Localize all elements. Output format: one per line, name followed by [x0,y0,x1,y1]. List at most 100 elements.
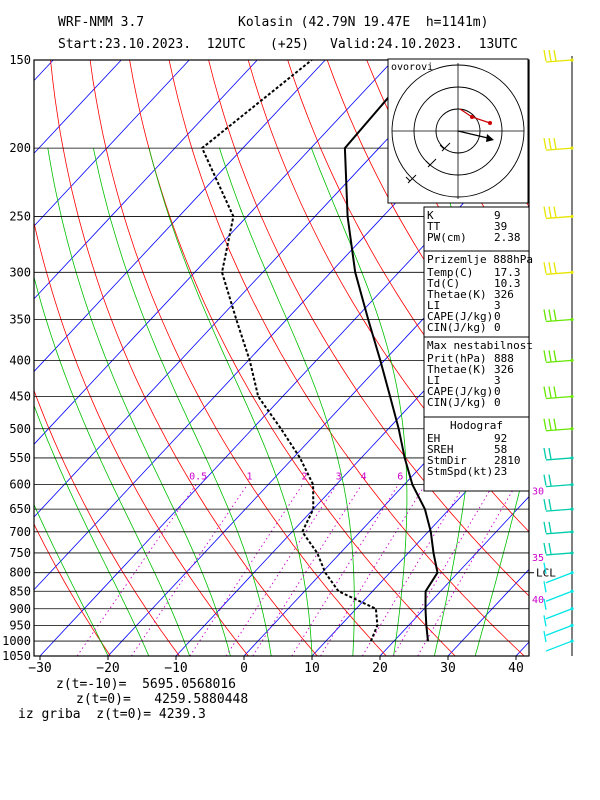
wind-barb-feather [543,206,547,218]
pressure-tick-label: 950 [9,618,31,632]
mixing-ratio-label: 0.5 [189,472,207,483]
wind-barb [543,418,574,432]
wind-barb-feather [548,447,552,460]
mixing-ratio-line [392,484,494,656]
wind-barb [543,137,574,151]
start-time: Start:23.10.2023. 12UTC [58,37,246,52]
wind-barb [543,615,574,636]
hodograph-barb-shaft [441,142,451,152]
wind-barb-dot [570,607,574,611]
wind-barb-feather [548,498,552,511]
wind-barb-feather [548,386,552,398]
wind-barb-feather [548,137,552,150]
valid-time: Valid:24.10.2023. 13UTC [330,37,518,52]
hodograph-barb-feather [439,144,445,150]
surface-panel-label: CAPE(J/kg) [427,310,493,323]
hodograph-barb-shaft [427,158,437,168]
mixing-ratio-line [417,484,517,656]
wind-barb-dot [570,530,574,534]
hodograph-barb [439,142,451,152]
wind-barb [543,386,574,400]
wind-barb [543,350,574,364]
hodograf-panel-value: 23 [494,465,507,478]
wind-barb-feather [548,521,552,533]
wind-barb-dot [570,571,574,575]
isotherm-line [584,60,600,656]
moist-adiabat [34,404,150,656]
wind-barb-feather [543,615,547,627]
wind-barb-feather [543,542,547,555]
unstable-panel-value: 0 [494,385,501,398]
surface-panel-label: CIN(J/kg) [427,321,487,334]
surface-panel-label: LI [427,299,440,312]
wind-barb-feather [553,309,557,321]
isotherm-line [34,60,190,227]
wind-barb [543,206,574,220]
wind-barb-shaft [545,59,573,63]
pressure-tick-label: 550 [9,451,31,465]
hodograph-point [488,121,492,125]
moist-adiabat [34,503,109,656]
mixing-ratio-label: 6 [397,472,403,483]
wind-barb-dot [570,456,574,460]
mixing-ratio-line [189,484,303,656]
wind-barb [543,598,574,620]
temperature-tick-label: 20 [372,661,388,676]
indices-panel-value: 9 [494,209,501,222]
mixing-ratio-line [320,484,426,656]
wind-barb-shaft [545,552,573,556]
unstable-panel-value: 3 [494,374,501,387]
wind-barb-shaft [545,271,573,275]
isotherm-line [34,60,258,300]
hodograf-panel-label: SREH [427,443,454,456]
footer-z-zero: z(t=0)= 4259.5880448 [76,692,249,707]
station-label: Kolasin (42.79N 19.47E h=1141m) [238,15,489,30]
side-label: 35 [532,553,544,564]
mixing-ratio-line [225,484,337,656]
wind-barb-feather [548,49,552,62]
wind-barb-shaft [545,457,573,461]
temperature-tick-label: 10 [304,661,320,676]
surface-panel-value: 17.3 [494,266,521,279]
wind-barb-dot [570,427,574,431]
unstable-panel-value: 888 [494,352,514,365]
pressure-tick-label: 850 [9,584,31,598]
surface-panel-label: Td(C) [427,277,460,290]
wind-barb-dot [570,639,574,643]
wind-barb-dot [570,394,574,399]
mixing-ratio-line [362,484,465,656]
pressure-tick-label: 600 [9,478,31,492]
pressure-tick-label: 1050 [2,649,31,663]
wind-barb [543,542,574,556]
pressure-tick-label: 1000 [2,634,31,648]
moist-adiabat [47,148,231,656]
wind-barb-feather [548,350,552,362]
wind-barb-dot [570,146,574,150]
pressure-tick-label: 350 [9,313,31,327]
wind-barb-feather [548,474,552,486]
surface-panel-value: 10.3 [494,277,521,290]
wind-barb [543,474,574,488]
moist-adiabat [474,450,529,656]
hodograph-point [470,115,474,119]
pressure-tick-label: 250 [9,209,31,223]
dry-adiabat [50,60,318,656]
unstable-panel-value: 326 [494,363,514,376]
hodograph-title: ovorovi [391,62,433,73]
wind-barb-dot [570,551,574,555]
side-label: 40 [532,595,544,606]
wind-barb-dot [570,623,574,627]
pressure-tick-label: 150 [9,53,31,67]
unstable-panel-label: CIN(J/kg) [427,396,487,409]
wind-barb-feather [543,418,547,430]
side-label: 30 [532,487,544,498]
wind-barb-dot [570,317,574,322]
wind-barb-feather [553,418,557,430]
temperature-tick-label: −30 [28,661,51,676]
hodograf-panel-title: Hodograf [450,419,503,432]
surface-panel-value: 0 [494,310,501,323]
hodograf-panel-label: StmDir [427,454,467,467]
mixing-ratio-line [291,484,399,656]
wind-barb [543,49,574,63]
dewpoint-profile [200,60,379,642]
